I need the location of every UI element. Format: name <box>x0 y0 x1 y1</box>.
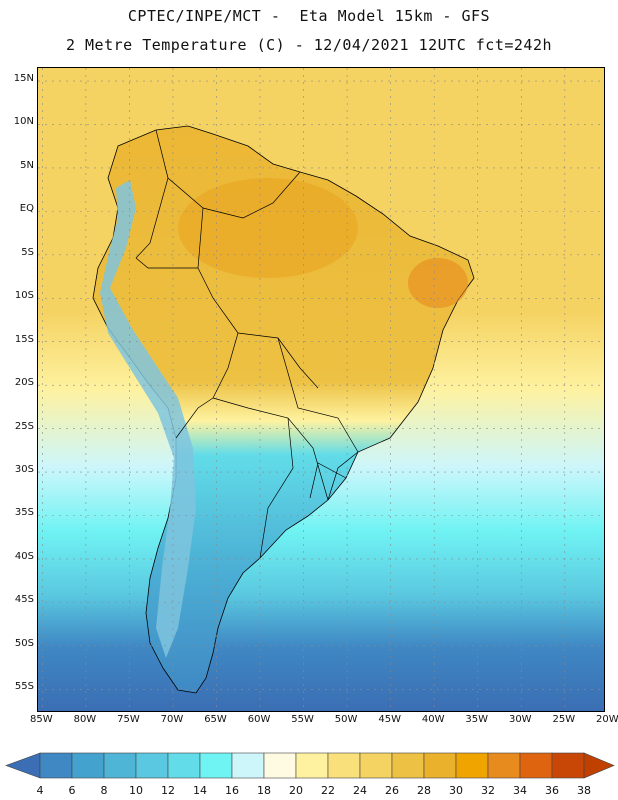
colorbar-tick-label: 20 <box>289 784 303 797</box>
colorbar-tick-label: 14 <box>193 784 207 797</box>
colorbar-tick-label: 12 <box>161 784 175 797</box>
colorbar-swatch <box>359 752 393 779</box>
colorbar-swatch <box>199 752 233 779</box>
lat-label: 15S <box>14 333 34 345</box>
colorbar-swatch <box>295 752 329 779</box>
colorbar-max-arrow <box>583 752 615 779</box>
lon-label: 65W <box>204 714 227 725</box>
lat-label: EQ <box>19 203 34 215</box>
colorbar-swatch <box>519 752 553 779</box>
temperature-map <box>38 68 604 711</box>
lon-label: 40W <box>421 714 445 725</box>
lat-label: 35S <box>14 507 34 519</box>
lat-label: 40S <box>14 550 34 562</box>
hot-region-northeast <box>408 258 468 308</box>
colorbar-swatch <box>487 752 521 779</box>
colorbar <box>5 752 615 779</box>
lon-label: 55W <box>291 714 314 725</box>
lon-label: 85W <box>30 714 53 725</box>
lat-label: 20S <box>14 377 34 389</box>
colorbar-tick-label: 28 <box>417 784 431 797</box>
lat-label: 55S <box>14 681 34 693</box>
colorbar-tick-label: 34 <box>513 784 527 797</box>
lat-label: 5N <box>20 159 34 171</box>
colorbar-tick-label: 8 <box>100 784 108 797</box>
colorbar-swatch <box>263 752 297 779</box>
lat-label: 5S <box>21 246 34 258</box>
lon-label: 45W <box>378 714 401 725</box>
colorbar-tick-label: 16 <box>225 784 239 797</box>
colorbar-swatch <box>551 752 585 779</box>
colorbar-tick-label: 18 <box>257 784 271 797</box>
chart-title-line1: CPTEC/INPE/MCT - Eta Model 15km - GFS <box>127 7 491 25</box>
colorbar-tick-label: 36 <box>545 784 559 797</box>
colorbar-swatch <box>167 752 201 779</box>
colorbar-tick-label: 32 <box>481 784 495 797</box>
lon-label: 25W <box>552 714 576 725</box>
colorbar-tick-label: 24 <box>353 784 367 797</box>
lat-label: 50S <box>14 637 34 649</box>
country-borders <box>135 129 359 559</box>
lon-label: 20W <box>596 714 618 725</box>
lon-label: 80W <box>73 714 97 725</box>
colorbar-tick-label: 26 <box>385 784 399 797</box>
lon-label: 75W <box>117 714 140 725</box>
colorbar-swatch <box>39 752 73 779</box>
colorbar-swatch <box>455 752 489 779</box>
colorbar-swatch <box>231 752 265 779</box>
lat-label: 15N <box>13 73 34 85</box>
lon-label: 60W <box>247 714 271 725</box>
colorbar-tick-label: 6 <box>68 784 76 797</box>
lon-label: 30W <box>508 714 532 725</box>
colorbar-swatch <box>423 752 457 779</box>
lat-label: 10N <box>13 116 34 128</box>
lat-label: 10S <box>14 290 34 302</box>
colorbar-tick-label: 22 <box>321 784 335 797</box>
colorbar-min-arrow <box>5 752 41 779</box>
chart-title-line2: 2 Metre Temperature (C) - 12/04/2021 12U… <box>65 36 553 54</box>
lat-label: 25S <box>14 420 34 432</box>
hot-region-amazon <box>178 178 358 278</box>
lat-label: 30S <box>14 464 34 476</box>
colorbar-swatch <box>327 752 361 779</box>
andes-cool-strip <box>100 180 196 658</box>
colorbar-tick-label: 10 <box>129 784 143 797</box>
colorbar-swatch <box>103 752 137 779</box>
colorbar-swatch <box>391 752 425 779</box>
lon-label: 50W <box>334 714 358 725</box>
colorbar-tick-label: 4 <box>36 784 44 797</box>
colorbar-tick-label: 38 <box>577 784 591 797</box>
lat-label: 45S <box>14 594 34 606</box>
colorbar-swatch <box>135 752 169 779</box>
lon-label: 35W <box>465 714 489 725</box>
map-panel <box>37 67 605 712</box>
colorbar-swatch <box>71 752 105 779</box>
colorbar-tick-label: 30 <box>449 784 463 797</box>
lon-label: 70W <box>160 714 184 725</box>
